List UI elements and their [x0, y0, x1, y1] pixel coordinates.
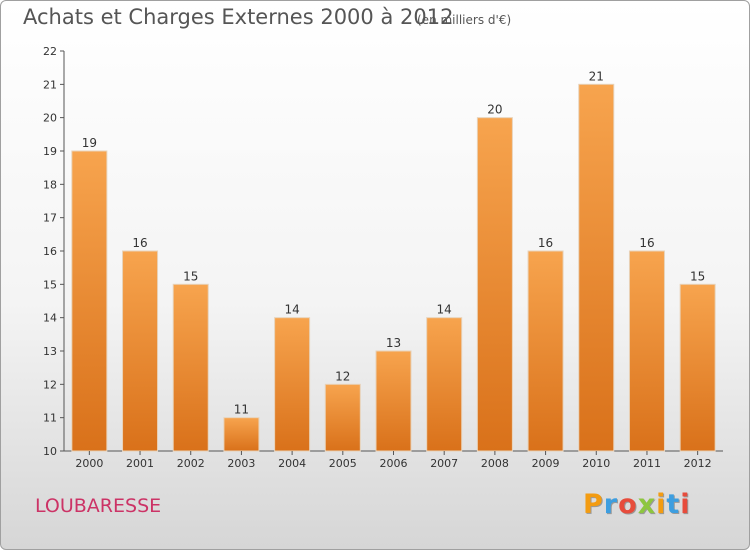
x-tick-label-2010: 2010 — [582, 457, 610, 470]
data-label-2005: 12 — [335, 369, 350, 383]
logo-letter: P — [583, 489, 604, 520]
bar-2007 — [426, 317, 463, 452]
commune-name: LOUBARESSE — [35, 495, 162, 517]
x-tick-label-2004: 2004 — [278, 457, 306, 470]
y-tick-label: 11 — [43, 412, 57, 425]
bar-2009 — [527, 250, 564, 452]
bar-2005 — [324, 383, 361, 452]
logo-letter: i — [680, 489, 691, 520]
logo-letter: r — [603, 489, 619, 520]
bar-2004 — [274, 317, 311, 452]
logo-letter: o — [618, 489, 638, 520]
x-tick-label-2001: 2001 — [126, 457, 154, 470]
bar-2011 — [628, 250, 665, 452]
x-tick-label-2000: 2000 — [75, 457, 103, 470]
y-tick-label: 15 — [43, 278, 57, 291]
y-tick-label: 20 — [43, 112, 57, 125]
logo-letter: t — [666, 489, 681, 520]
x-tick-label-2006: 2006 — [380, 457, 408, 470]
data-label-2009: 16 — [538, 236, 553, 250]
x-tick-label-2012: 2012 — [684, 457, 712, 470]
x-tick-label-2005: 2005 — [329, 457, 357, 470]
bar-2006 — [375, 350, 412, 452]
data-label-2010: 21 — [589, 69, 604, 83]
data-label-2001: 16 — [132, 236, 147, 250]
bar-2012 — [679, 283, 716, 452]
logo-letter: x — [637, 489, 657, 520]
data-label-2006: 13 — [386, 336, 401, 350]
bar-2008 — [476, 117, 513, 452]
x-tick-label-2002: 2002 — [177, 457, 205, 470]
bar-2001 — [122, 250, 159, 452]
y-tick-label: 13 — [43, 345, 57, 358]
bar-2003 — [223, 417, 260, 452]
proxiti-logo: Proxiti — [583, 489, 691, 520]
data-label-2012: 15 — [690, 269, 705, 283]
x-tick-label-2008: 2008 — [481, 457, 509, 470]
bar-2010 — [578, 83, 615, 452]
x-tick-label-2011: 2011 — [633, 457, 661, 470]
data-label-2004: 14 — [284, 303, 299, 317]
chart-title: Achats et Charges Externes 2000 à 2012 — [23, 5, 454, 29]
x-tick-label-2003: 2003 — [227, 457, 255, 470]
y-tick-label: 16 — [43, 245, 57, 258]
y-tick-label: 12 — [43, 378, 57, 391]
y-tick-label: 14 — [43, 312, 57, 325]
x-tick-label-2007: 2007 — [430, 457, 458, 470]
x-tick-label-2009: 2009 — [532, 457, 560, 470]
y-tick-label: 18 — [43, 178, 57, 191]
y-tick-label: 21 — [43, 78, 57, 91]
data-label-2007: 14 — [437, 303, 452, 317]
y-tick-label: 22 — [43, 45, 57, 58]
y-tick-label: 17 — [43, 212, 57, 225]
data-label-2011: 16 — [639, 236, 654, 250]
bar-2000 — [71, 150, 108, 452]
data-label-2002: 15 — [183, 269, 198, 283]
data-label-2003: 11 — [234, 403, 249, 417]
bar-2002 — [172, 283, 209, 452]
y-tick-label: 19 — [43, 145, 57, 158]
chart-subtitle: (en milliers d'€) — [417, 13, 512, 27]
y-tick-label: 10 — [43, 445, 57, 458]
logo-letter: i — [656, 489, 667, 520]
data-label-2008: 20 — [487, 103, 502, 117]
data-label-2000: 19 — [82, 136, 97, 150]
